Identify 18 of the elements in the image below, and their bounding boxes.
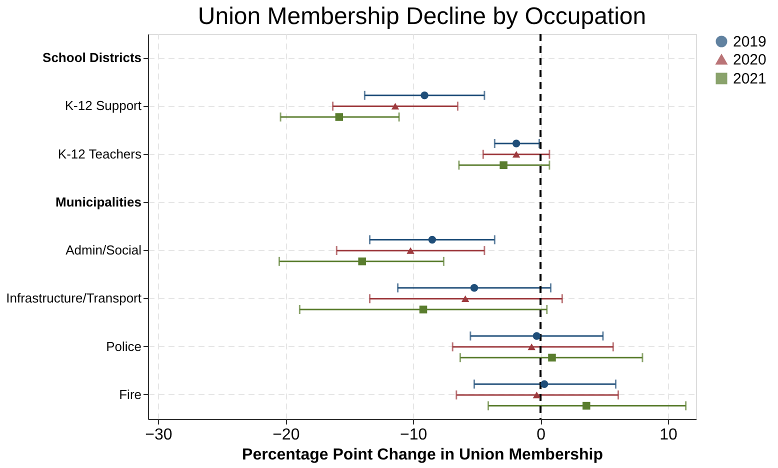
legend-label: 2019 [733,34,766,50]
y-tick-label: School Districts [42,50,142,66]
y-tick-label: Police [106,338,142,354]
y-tick-label: Municipalities [56,194,142,210]
x-tick-label: −20 [272,426,300,444]
legend-label: 2020 [733,52,766,68]
legend-label: 2021 [733,70,766,88]
x-tick-label: −30 [145,426,172,444]
y-tick-label: K-12 Support [64,98,142,114]
x-axis-title: Percentage Point Change in Union Membership [242,446,604,464]
y-tick-label: Fire [119,386,142,402]
x-tick-label: 0 [536,426,546,444]
y-tick-label: K-12 Teachers [58,146,142,162]
x-tick-label: −10 [400,426,428,444]
y-tick-label: Infrastructure/Transport [6,290,142,306]
x-tick-label: 10 [660,426,678,444]
chart-title: Union Membership Decline by Occupation [198,3,646,30]
y-tick-label: Admin/Social [66,242,142,258]
